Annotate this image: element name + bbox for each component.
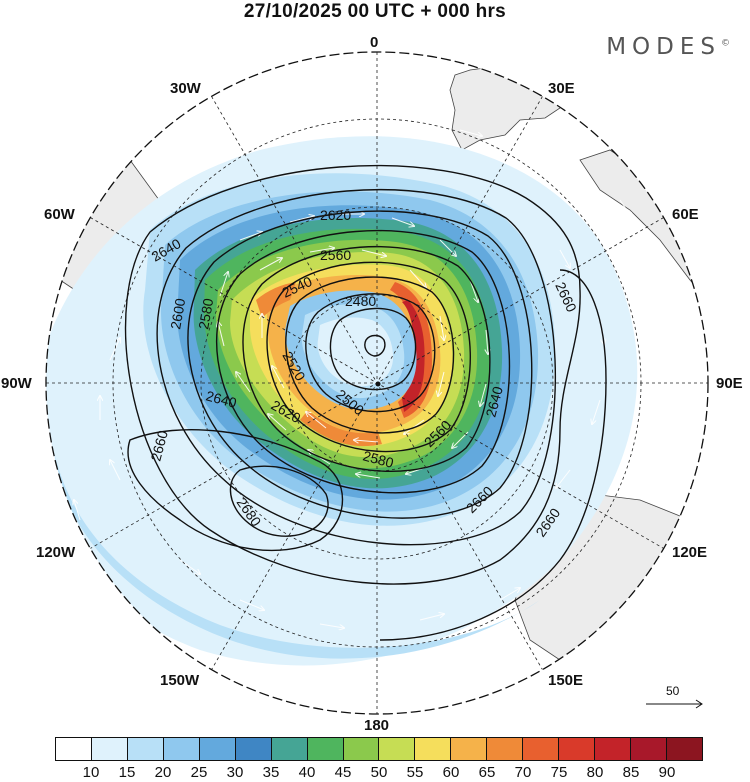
colorbar [55, 737, 703, 761]
colorbar-segment [307, 738, 344, 760]
contour-label: 2640 [482, 384, 506, 418]
colorbar-tick-label: 70 [514, 764, 532, 781]
colorbar-segment [56, 738, 92, 760]
chart-title: 27/10/2025 00 UTC + 000 hrs [243, 1, 507, 22]
contour-label: 2560 [320, 247, 351, 263]
colorbar-tick-label: 75 [550, 764, 568, 781]
map-boundary [45, 51, 709, 715]
colorbar-segment [487, 738, 524, 760]
longitude-label: 90E [716, 375, 743, 392]
height-contours [124, 164, 607, 641]
contour-label: 2660 [147, 428, 171, 462]
longitude-label: 150W [160, 672, 200, 689]
colorbar-segment [415, 738, 452, 760]
colorbar-tick-label: 85 [622, 764, 640, 781]
colorbar-segment [163, 738, 200, 760]
colorbar-tick-label: 80 [586, 764, 604, 781]
colorbar-segment [595, 738, 631, 760]
colorbar-segment [666, 738, 702, 760]
colorbar-segment [559, 738, 596, 760]
colorbar-tick-label: 50 [370, 764, 388, 781]
colorbar-tick-label: 25 [190, 764, 208, 781]
colorbar-segment [271, 738, 308, 760]
longitude-label: 60E [672, 206, 699, 223]
longitude-label: 120W [36, 544, 76, 561]
contour-label: 2580 [195, 297, 216, 331]
contour-label: 2480 [345, 293, 376, 309]
colorbar-tick-label: 55 [406, 764, 424, 781]
colorbar-tick-label: 45 [334, 764, 352, 781]
colorbar-tick-label: 65 [478, 764, 496, 781]
wind-scale-value: 50 [666, 684, 680, 698]
pole-marker [375, 381, 381, 387]
colorbar-tick-label: 20 [154, 764, 172, 781]
colorbar-segment [343, 738, 380, 760]
colorbar-tick-label: 40 [298, 764, 316, 781]
brand-mark: © [721, 38, 730, 49]
colorbar-segment [199, 738, 236, 760]
colorbar-segment [235, 738, 272, 760]
longitude-label: 0 [370, 34, 379, 51]
colorbar-segment [631, 738, 667, 760]
colorbar-segment [127, 738, 164, 760]
colorbar-tick-label: 10 [82, 764, 100, 781]
colorbar-segment [451, 738, 488, 760]
longitude-label: 30W [170, 80, 201, 97]
wind-scale-arrow-icon [646, 699, 703, 709]
colorbar-segment [379, 738, 416, 760]
longitude-label: 120E [672, 544, 708, 561]
colorbar-tick-label: 90 [658, 764, 676, 781]
longitude-label: 90W [1, 375, 32, 392]
colorbar-segment [91, 738, 128, 760]
brand-logo: MODES© [606, 34, 730, 60]
longitude-label: 30E [548, 80, 575, 97]
colorbar-segment [523, 738, 560, 760]
contour-label: 2620 [320, 207, 351, 223]
colorbar-tick-label: 15 [118, 764, 136, 781]
longitude-label: 180 [364, 717, 390, 734]
longitude-label: 60W [44, 206, 75, 223]
longitude-label: 150E [548, 672, 584, 689]
colorbar-tick-label: 35 [262, 764, 280, 781]
contour-label: 2580 [361, 447, 395, 471]
contour-label: 2640 [204, 387, 238, 411]
colorbar-tick-label: 30 [226, 764, 244, 781]
brand-name: MODES [606, 34, 721, 60]
contour-label: 2600 [167, 297, 188, 331]
wind-scale-vector: 50 [640, 684, 710, 724]
colorbar-tick-label: 60 [442, 764, 460, 781]
